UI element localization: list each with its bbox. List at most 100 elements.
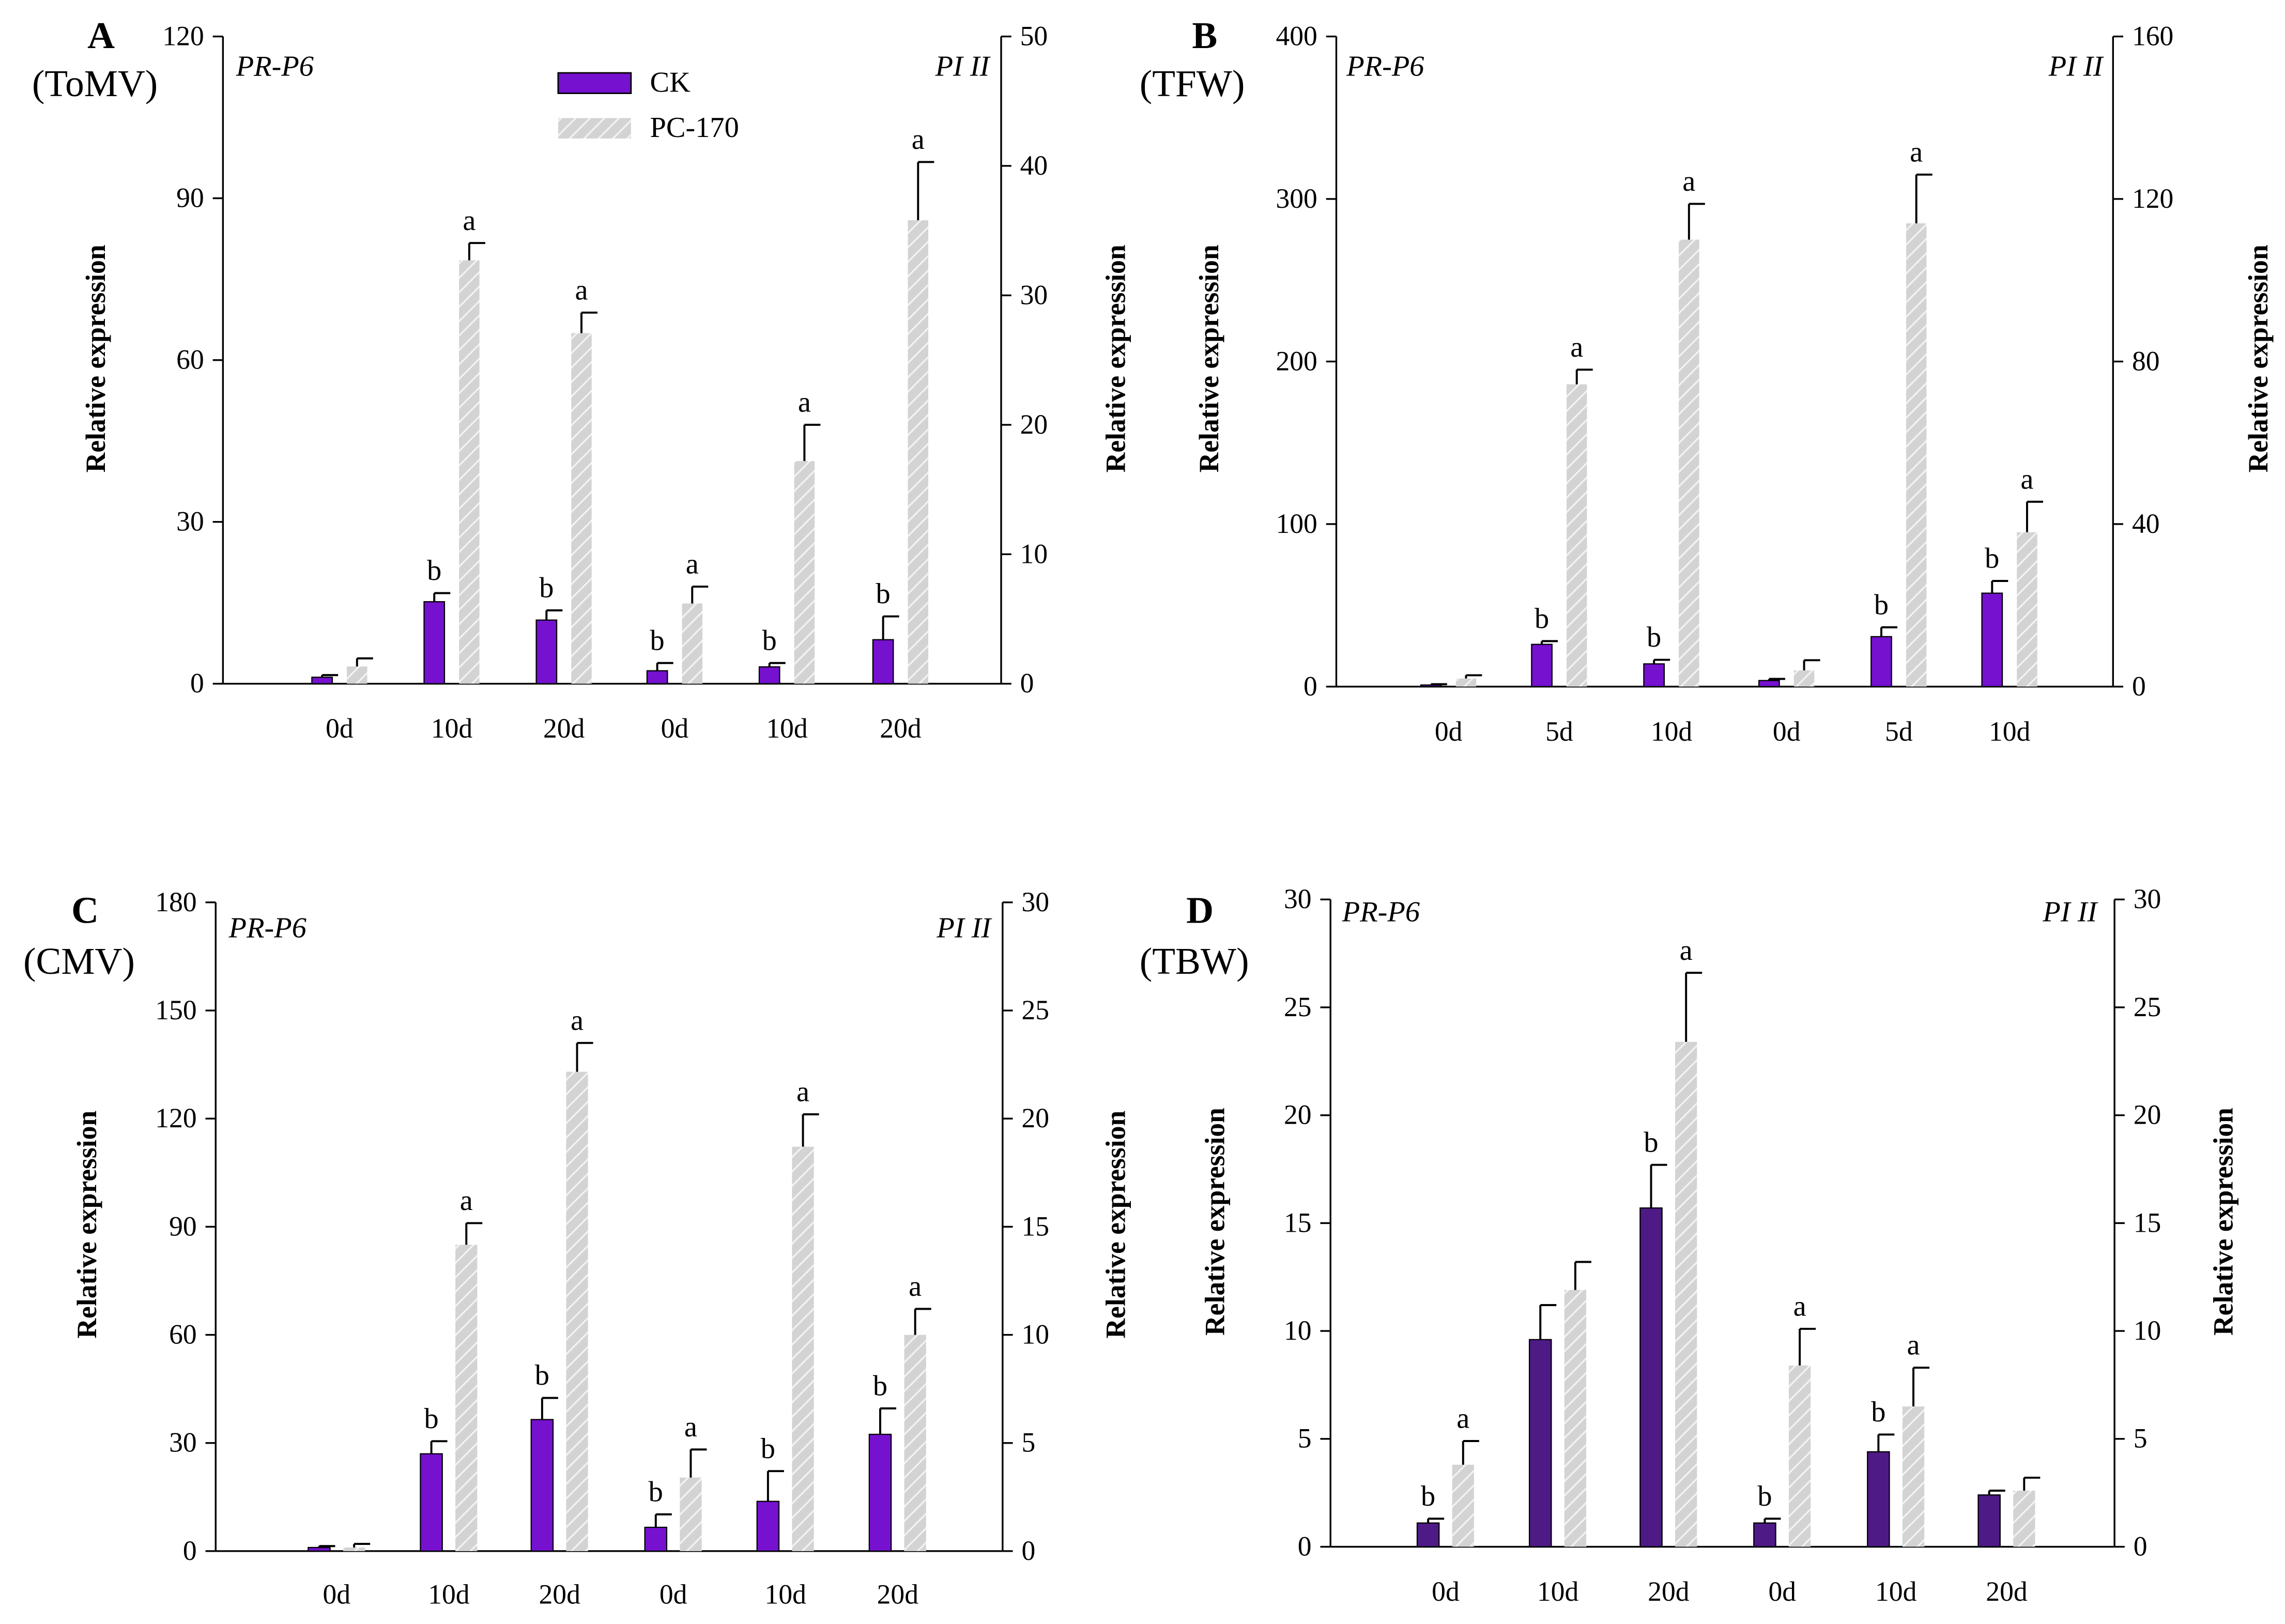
panel-d-right-tick-label: 15 (2134, 1207, 2161, 1238)
panel-b-significance-label: a (2020, 463, 2033, 495)
panel-a-category-label: 10d (766, 713, 808, 744)
panel-a-significance-label: b (650, 624, 665, 656)
panel-b-left-tick-label: 0 (1303, 670, 1317, 701)
panel-d-right-gene: PI II (2042, 896, 2098, 928)
panel-d-bar-pc170 (1902, 1406, 1925, 1547)
panel-d-significance-label: a (1680, 934, 1693, 967)
panel-b-right-tick-label: 160 (2132, 20, 2173, 51)
panel-d-category-label: 0d (1432, 1576, 1460, 1607)
panel-b-significance-label: b (1535, 603, 1549, 635)
panel-c-category-label: 10d (428, 1579, 470, 1610)
legend-pc170-label: PC-170 (650, 112, 739, 144)
panel-b-virus: (TFW) (1140, 63, 1245, 104)
panel-c-right-tick-label: 25 (1021, 994, 1049, 1025)
panel-c-left-gene: PR-P6 (228, 912, 306, 944)
panel-a-left-tick-label: 0 (190, 668, 204, 699)
panel-a-significance-label: a (798, 386, 811, 418)
legend: CK PC-170 (557, 67, 739, 144)
panel-a-bar-ck (646, 670, 668, 684)
panel-a-left-axis-title: Relative expression (80, 244, 111, 472)
panel-c-left-axis-title: Relative expression (71, 1111, 102, 1339)
panel-a-plot: 0 30 60 90 120 0 10 20 30 40 50 0d 10d b a 20d b a 0d b a 10d… (162, 20, 1048, 744)
panel-b-significance-label: b (1985, 543, 1999, 575)
panel-d-right-tick-label: 0 (2134, 1530, 2148, 1561)
panel-b-significance-label: a (1682, 165, 1695, 197)
panel-c-significance-label: b (535, 1359, 549, 1391)
panel-b-left-tick-label: 200 (1276, 345, 1317, 376)
panel-a-significance-label: b (762, 624, 777, 656)
panel-c-right-tick-label: 20 (1021, 1102, 1049, 1133)
panel-c-right-tick-label: 0 (1021, 1535, 1035, 1566)
panel-c-bar-pc170 (566, 1071, 588, 1551)
panel-b-bar-ck (1420, 684, 1442, 687)
panel-c-right-tick-label: 10 (1021, 1319, 1049, 1350)
panel-a-left-gene: PR-P6 (236, 51, 314, 83)
panel-c-left-tick-label: 120 (155, 1102, 196, 1133)
panel-b-significance-label: b (1647, 621, 1661, 653)
panel-c-bar-ck (308, 1546, 331, 1552)
panel-a-right-gene: PI II (935, 51, 991, 83)
panel-d-right-tick-label: 25 (2134, 991, 2161, 1022)
panel-a-right-axis-title: Relative expression (1100, 244, 1131, 472)
panel-a-significance-label: a (463, 205, 476, 237)
panel-d-left-tick-label: 10 (1284, 1315, 1312, 1346)
panel-c-significance-label: b (649, 1476, 663, 1508)
panel-b-left-tick-label: 400 (1276, 20, 1317, 51)
panel-b-significance-label: a (1570, 331, 1583, 363)
panel-d-bar-ck (1867, 1451, 1890, 1548)
panel-c-left-tick-label: 150 (155, 994, 196, 1025)
panel-d-bar-ck (1528, 1339, 1552, 1548)
panel-d-significance-label: b (1644, 1126, 1658, 1158)
panel-b-bar-pc170 (1455, 678, 1477, 687)
panel-b-bar-ck (1531, 644, 1553, 687)
panel-b-category-label: 10d (1651, 716, 1693, 747)
panel-a-right-tick-label: 10 (1020, 538, 1048, 569)
panel-c-right-tick-label: 5 (1021, 1427, 1035, 1458)
panel-a-virus: (ToMV) (32, 63, 158, 104)
panel-c-bar-ck (420, 1453, 443, 1552)
panel-a-category-label: 20d (880, 713, 922, 744)
panel-a-significance-label: a (912, 124, 925, 156)
panel-a-category-label: 0d (661, 713, 689, 744)
panel-d-category-label: 20d (1986, 1576, 2028, 1607)
panel-a-bar-pc170 (459, 260, 480, 684)
panel-d-right-tick-label: 30 (2134, 883, 2161, 914)
panel-b-category-label: 0d (1773, 716, 1801, 747)
panel-b-bar-pc170 (2017, 532, 2037, 687)
panel-a-right-tick-label: 50 (1020, 20, 1048, 51)
panel-c-bar-ck (644, 1526, 668, 1552)
panel-c-right-gene: PI II (936, 912, 992, 944)
panel-a-bar-ck (758, 666, 780, 684)
panel-b-plot: 0 100 200 300 400 0 40 80 120 160 0d 5d b a 10d b a 0d 5d b… (1276, 20, 2174, 746)
panel-c: C (CMV) PR-P6 PI II Relative expression … (23, 889, 1131, 1338)
panel-d-bar-ck (1977, 1494, 2001, 1548)
panel-b-bar-ck (1643, 663, 1665, 687)
panel-d-left-tick-label: 15 (1284, 1207, 1312, 1238)
panel-a-category-label: 0d (326, 713, 354, 744)
panel-a-bar-ck (872, 639, 894, 684)
panel-a-significance-label: b (876, 578, 891, 610)
panel-c-plot: 0 30 60 90 120 150 180 0 5 10 15 20 25 30 0d 10d b a 20d b a… (155, 886, 1049, 1610)
panel-d-significance-label: a (1456, 1403, 1469, 1435)
panel-c-right-tick-label: 30 (1021, 886, 1049, 917)
panel-b-right-axis-title: Relative expression (2243, 244, 2274, 472)
panel-a-bar-pc170 (908, 220, 929, 684)
panel-c-left-tick-label: 60 (169, 1319, 197, 1350)
legend-ck-label: CK (650, 67, 691, 99)
panel-b-left-tick-label: 300 (1276, 183, 1317, 214)
panel-a-bar-pc170 (347, 666, 367, 684)
panel-a-bar-pc170 (571, 333, 592, 684)
panel-a-right-tick-label: 30 (1020, 279, 1048, 310)
panel-b-bar-pc170 (1679, 239, 1699, 687)
panel-b-left-tick-label: 100 (1276, 508, 1317, 539)
panel-d-category-label: 10d (1537, 1576, 1579, 1607)
panel-d-right-tick-label: 10 (2134, 1315, 2161, 1346)
panel-b-bar-ck (1870, 636, 1892, 687)
panel-c-category-label: 20d (877, 1579, 919, 1610)
panel-c-significance-label: a (684, 1411, 697, 1443)
panel-c-bar-pc170 (455, 1245, 478, 1551)
panel-d-bar-ck (1416, 1522, 1440, 1548)
legend-pc170-swatch (558, 118, 631, 139)
panel-c-letter: C (71, 889, 99, 931)
